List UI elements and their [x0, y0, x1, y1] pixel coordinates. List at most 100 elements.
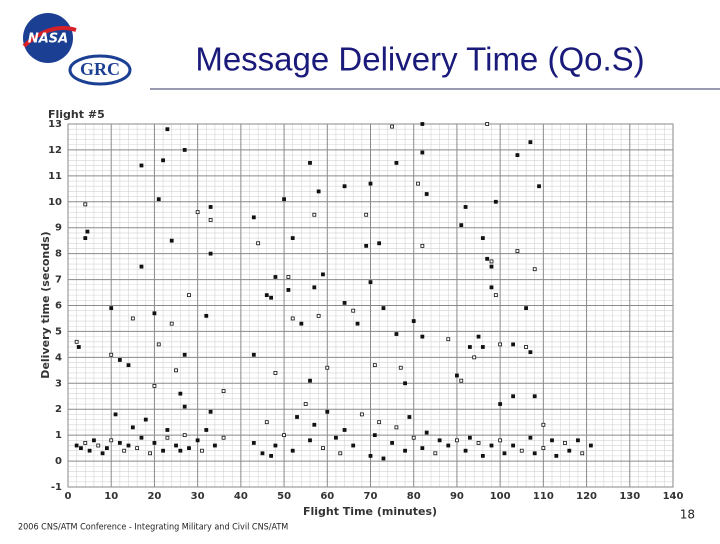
data-point	[377, 241, 382, 246]
data-point	[126, 443, 131, 448]
data-point	[515, 153, 520, 158]
data-point	[485, 256, 490, 261]
data-point	[182, 352, 187, 357]
data-point	[269, 453, 274, 458]
y-tick-label: 6	[55, 301, 62, 312]
data-point	[489, 285, 494, 290]
data-point	[169, 238, 174, 243]
data-point	[338, 451, 343, 456]
data-point	[420, 334, 425, 339]
data-point	[165, 428, 170, 432]
x-tick-label: 110	[533, 491, 554, 502]
data-point	[403, 381, 407, 386]
data-point	[290, 448, 295, 453]
data-point	[251, 441, 256, 445]
data-point	[260, 451, 265, 456]
data-point	[489, 443, 494, 448]
data-point	[256, 241, 261, 246]
data-point	[325, 409, 330, 414]
x-tick-label: 80	[407, 491, 421, 502]
data-point	[394, 425, 399, 430]
data-point	[541, 446, 546, 451]
data-point	[321, 272, 325, 277]
data-point	[394, 160, 399, 165]
data-point	[174, 368, 178, 373]
y-tick-label: 7	[55, 275, 62, 286]
data-point	[489, 264, 494, 269]
data-point	[446, 443, 451, 448]
data-point	[312, 285, 317, 290]
y-tick-label: 12	[48, 145, 62, 156]
data-point	[532, 394, 537, 399]
data-point	[511, 394, 516, 399]
y-tick-label: 5	[55, 326, 62, 337]
y-tick-label: -1	[51, 482, 62, 493]
data-point	[342, 184, 347, 189]
data-point	[130, 316, 135, 321]
data-point	[187, 293, 191, 298]
y-axis-label: Delivery time (seconds)	[39, 231, 52, 378]
data-point	[467, 345, 472, 349]
data-point	[174, 443, 178, 448]
x-tick-label: 70	[364, 491, 378, 502]
data-point	[463, 448, 468, 453]
data-point	[156, 342, 161, 347]
data-point	[264, 420, 269, 425]
data-point	[420, 446, 425, 451]
data-point	[567, 448, 572, 453]
data-point	[204, 428, 209, 432]
data-point	[489, 259, 494, 264]
data-point	[187, 446, 191, 451]
data-point	[459, 378, 464, 383]
y-tick-label: 9	[55, 223, 62, 234]
x-tick-label: 60	[320, 491, 334, 502]
data-point	[178, 391, 183, 396]
data-point	[528, 350, 533, 355]
data-point	[269, 295, 274, 300]
data-point	[424, 430, 429, 435]
x-tick-label: 90	[450, 491, 464, 502]
data-point	[476, 441, 481, 445]
data-point	[416, 181, 420, 186]
data-point	[104, 446, 109, 451]
data-point	[463, 205, 468, 209]
data-point	[83, 202, 88, 207]
y-tick-label: 10	[48, 197, 62, 208]
data-point	[377, 420, 382, 425]
data-point	[92, 438, 96, 443]
data-point	[554, 453, 559, 458]
y-tick-label: 8	[55, 249, 62, 260]
data-point	[295, 415, 299, 419]
data-point	[511, 342, 516, 347]
data-point	[195, 438, 200, 443]
chart-title: Flight #5	[48, 108, 105, 121]
x-tick-label: 140	[663, 491, 684, 502]
data-point	[122, 448, 127, 453]
data-point	[420, 122, 425, 126]
data-point	[308, 378, 312, 383]
data-point	[398, 365, 403, 370]
data-point	[208, 218, 213, 222]
x-tick-label: 100	[490, 491, 511, 502]
data-point	[169, 321, 174, 326]
x-tick-label: 30	[191, 491, 205, 502]
data-point	[394, 332, 399, 336]
data-point	[541, 422, 546, 427]
data-point	[195, 210, 200, 215]
data-point	[420, 243, 425, 248]
data-point	[117, 358, 122, 362]
data-point	[303, 402, 308, 406]
data-point	[424, 192, 429, 196]
data-point	[290, 236, 295, 240]
data-point	[480, 453, 485, 458]
data-point	[139, 264, 144, 269]
x-axis-label: Flight Time (minutes)	[303, 505, 437, 518]
x-tick-label: 20	[147, 491, 161, 502]
data-point	[403, 448, 407, 453]
data-point	[316, 313, 321, 318]
data-point	[498, 402, 503, 406]
data-point	[498, 342, 503, 347]
data-point	[325, 365, 330, 370]
data-point	[515, 249, 520, 253]
